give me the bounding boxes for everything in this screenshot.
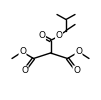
Text: O: O: [21, 66, 28, 75]
Text: O: O: [56, 32, 63, 40]
Text: O: O: [75, 48, 82, 56]
Text: O: O: [19, 48, 26, 56]
Text: O: O: [38, 32, 45, 40]
Text: O: O: [73, 66, 80, 75]
